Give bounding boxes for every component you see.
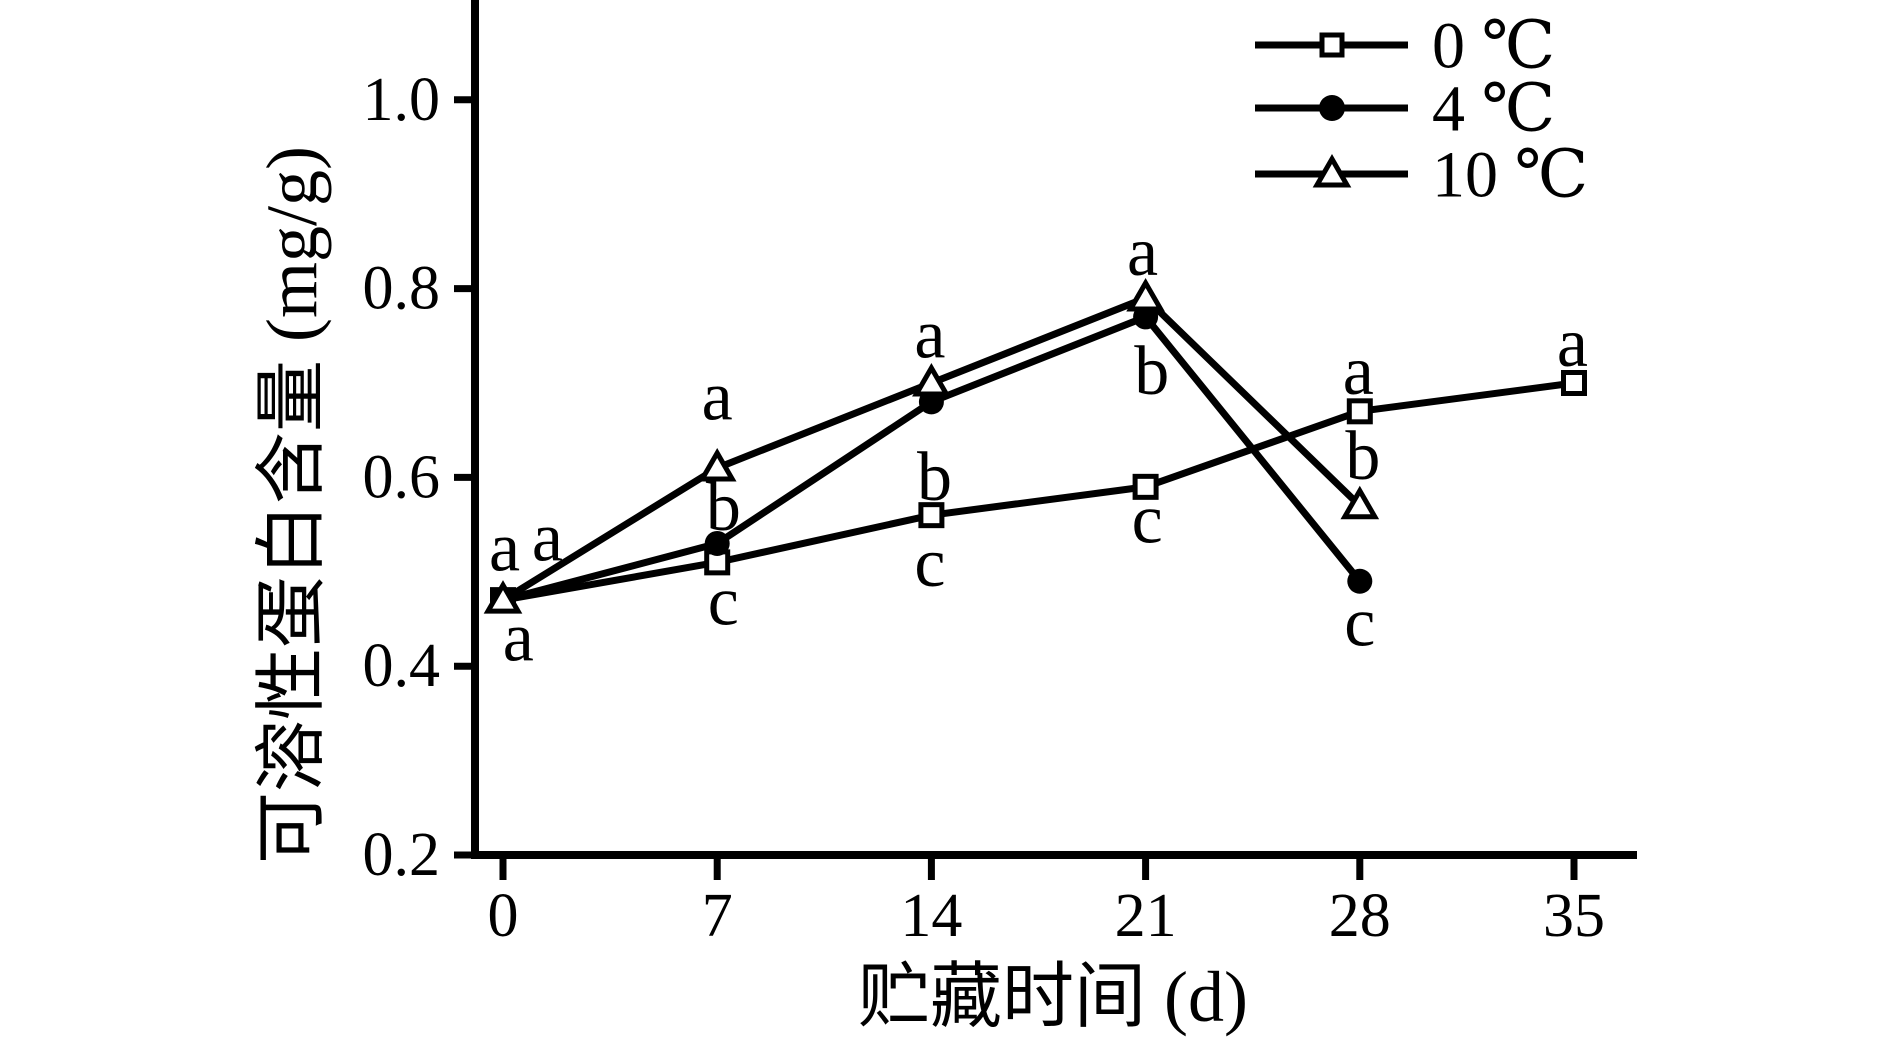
open-triangle-icon bbox=[1312, 153, 1352, 188]
x-tick-label: 35 bbox=[1543, 882, 1605, 950]
legend-label-10c: 10 ℃ bbox=[1432, 139, 1588, 212]
x-tick-label: 14 bbox=[900, 882, 962, 950]
x-tick-label: 7 bbox=[702, 882, 733, 950]
y-tick-label: 0.8 bbox=[363, 255, 441, 323]
series-4℃ bbox=[490, 304, 1373, 613]
significance-letter: b bbox=[917, 439, 952, 516]
y-tick-label: 0.2 bbox=[363, 821, 441, 889]
significance-letter: a bbox=[702, 359, 733, 436]
open-square-icon bbox=[918, 502, 945, 529]
significance-letter: a bbox=[1343, 333, 1374, 410]
filled-circle-icon bbox=[1347, 568, 1373, 594]
series-lines bbox=[483, 278, 1587, 614]
legend-row-4c: 4 ℃ bbox=[1255, 73, 1555, 146]
y-tick-label: 1.0 bbox=[363, 66, 441, 134]
open-square-icon bbox=[1561, 370, 1587, 396]
legend-row-10c: 10 ℃ bbox=[1255, 139, 1588, 212]
axes: 0.2 0.4 0.6 0.8 1.0 0 7 14 21 28 35 bbox=[363, 0, 1637, 950]
significance-letter: a bbox=[489, 510, 520, 587]
significance-letter: c bbox=[1132, 481, 1163, 558]
x-tick-label: 0 bbox=[488, 882, 519, 950]
legend-label-4c: 4 ℃ bbox=[1432, 73, 1555, 146]
y-axis-title: 可溶性蛋白含量 (mg/g) bbox=[252, 146, 332, 864]
legend-row-0c: 0 ℃ bbox=[1255, 10, 1555, 83]
filled-circle-icon bbox=[704, 530, 730, 556]
significance-letter: b bbox=[706, 469, 741, 546]
significance-letter: a bbox=[914, 296, 945, 373]
significance-letter: a bbox=[503, 599, 534, 676]
x-axis-title-text: 贮藏时间 (d) bbox=[858, 957, 1248, 1037]
series-line bbox=[502, 379, 1575, 604]
significance-letter: c bbox=[914, 525, 945, 602]
open-triangle-icon bbox=[912, 362, 951, 397]
significance-letter: b bbox=[1134, 333, 1169, 410]
open-triangle-icon bbox=[1126, 278, 1165, 312]
filled-circle-icon bbox=[1319, 95, 1345, 121]
series-10℃ bbox=[483, 278, 1380, 614]
open-square-icon bbox=[1319, 32, 1345, 58]
open-square-icon bbox=[1346, 398, 1373, 425]
open-triangle-icon bbox=[483, 580, 523, 614]
open-triangle-icon bbox=[1340, 485, 1380, 520]
significance-letter: a bbox=[1127, 214, 1158, 291]
x-tick-label: 28 bbox=[1329, 882, 1391, 950]
series-0℃ bbox=[490, 370, 1587, 614]
legend: 0 ℃ 4 ℃ 10 ℃ bbox=[1255, 10, 1588, 212]
y-tick-label: 0.6 bbox=[363, 443, 441, 511]
significance-letter: b bbox=[1345, 418, 1380, 495]
significance-letter: c bbox=[708, 564, 739, 641]
significance-letter: a bbox=[532, 499, 563, 576]
x-tick-label: 21 bbox=[1115, 882, 1177, 950]
open-triangle-icon bbox=[697, 447, 737, 482]
x-axis-title: 贮藏时间 (d) bbox=[858, 957, 1248, 1037]
open-square-icon bbox=[1132, 473, 1159, 500]
significance-letter: c bbox=[1344, 584, 1375, 661]
y-tick-label: 0.4 bbox=[363, 632, 441, 700]
y-axis-title-text: 可溶性蛋白含量 (mg/g) bbox=[252, 146, 332, 864]
significance-letter: a bbox=[1557, 305, 1588, 382]
legend-label-0c: 0 ℃ bbox=[1432, 10, 1555, 83]
